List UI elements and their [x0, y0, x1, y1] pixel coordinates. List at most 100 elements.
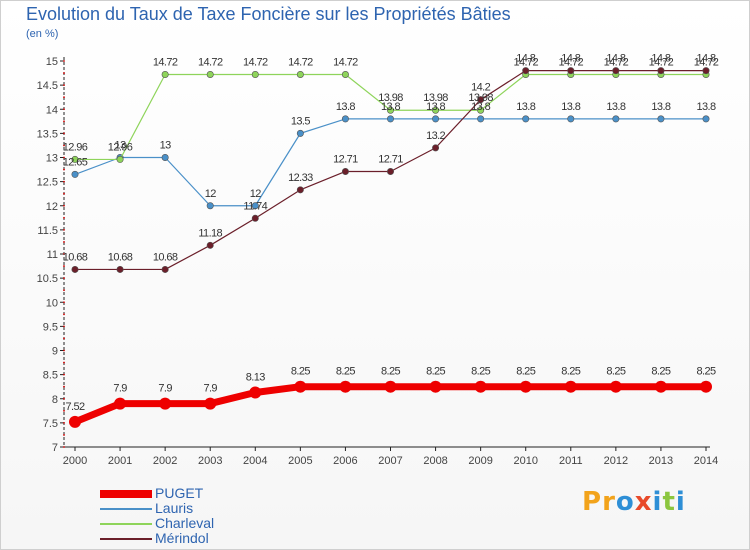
logo-letter: x: [634, 487, 653, 517]
data-label-puget: 8.25: [516, 366, 535, 378]
logo-letter: t: [662, 487, 676, 517]
y-minor-tick: [63, 337, 65, 340]
legend-swatch: [100, 538, 152, 540]
chart-title: Evolution du Taux de Taxe Foncière sur l…: [26, 4, 511, 24]
y-minor-tick: [63, 397, 65, 400]
point-puget: [294, 380, 307, 393]
point-merindol: [251, 214, 259, 222]
y-tick-label: 12: [46, 201, 58, 213]
data-label-puget: 8.25: [291, 366, 310, 378]
data-label-merindol: 12.71: [333, 153, 358, 165]
y-minor-tick: [63, 361, 65, 364]
x-tick-label: 2004: [243, 455, 267, 467]
data-label-puget: 8.13: [246, 371, 265, 383]
data-label-lauris: 13.8: [561, 101, 580, 113]
y-tick-label: 12.5: [37, 177, 58, 189]
point-puget: [159, 397, 172, 410]
y-minor-tick: [63, 446, 65, 448]
y-minor-tick: [63, 434, 65, 436]
y-tick-label: 7: [52, 442, 58, 454]
point-puget: [339, 380, 352, 393]
y-tick-label: 8.5: [43, 370, 58, 382]
y-minor-tick: [63, 192, 65, 195]
data-label-lauris: 13.8: [651, 101, 670, 113]
point-lauris: [432, 115, 440, 123]
point-puget: [69, 415, 81, 428]
logo-letter: r: [602, 487, 616, 517]
data-label-puget: 8.25: [471, 366, 490, 378]
data-label-puget: 7.9: [203, 383, 217, 395]
y-minor-tick: [63, 144, 65, 147]
data-label-charleval: 14.72: [513, 57, 538, 69]
x-tick-label: 2007: [378, 455, 402, 467]
y-minor-tick: [63, 241, 65, 243]
y-tick-label: 13.5: [37, 128, 58, 140]
point-puget: [429, 380, 442, 393]
point-merindol: [206, 241, 214, 249]
point-lauris: [567, 115, 575, 123]
point-lauris: [296, 129, 304, 137]
y-minor-tick: [63, 108, 65, 111]
data-label-charleval: 13.98: [468, 92, 493, 104]
y-minor-tick: [63, 168, 65, 171]
y-minor-tick: [63, 84, 65, 87]
x-tick-label: 2013: [649, 455, 673, 467]
point-lauris: [702, 115, 710, 123]
point-merindol: [477, 96, 485, 104]
data-label-merindol: 10.68: [108, 251, 133, 263]
y-minor-tick: [63, 277, 65, 280]
data-label-merindol: 14.8: [516, 53, 535, 65]
point-lauris: [71, 170, 79, 178]
data-label-puget: 7.52: [65, 401, 84, 413]
point-lauris: [477, 115, 485, 123]
legend-label: Charleval: [155, 515, 215, 531]
y-minor-tick: [63, 120, 65, 123]
point-merindol: [386, 167, 394, 175]
y-minor-tick: [63, 132, 65, 135]
proxiti-logo: Proxiti: [582, 487, 686, 517]
point-charleval: [161, 71, 169, 79]
legend-swatch: [100, 523, 152, 525]
y-minor-tick: [63, 60, 65, 62]
y-unit-label: (en %): [26, 28, 59, 40]
data-label-puget: 8.25: [336, 366, 355, 378]
data-label-lauris: 12.65: [63, 156, 88, 168]
legend-label: Lauris: [155, 500, 194, 516]
point-puget: [609, 380, 622, 393]
x-tick-label: 2006: [333, 455, 357, 467]
y-minor-tick: [63, 385, 65, 388]
data-label-merindol: 10.68: [63, 251, 88, 263]
data-label-lauris: 12: [250, 188, 262, 200]
data-label-lauris: 13.8: [696, 101, 715, 113]
y-tick-label: 14.5: [37, 80, 58, 92]
data-label-charleval: 14.72: [694, 57, 719, 69]
point-charleval: [296, 71, 304, 79]
data-label-lauris: 13.8: [336, 101, 355, 113]
point-lauris: [161, 154, 169, 162]
y-tick-label: 9: [52, 346, 58, 358]
x-tick-label: 2001: [108, 455, 132, 467]
point-merindol: [522, 67, 530, 75]
point-puget: [474, 380, 487, 393]
point-lauris: [612, 115, 620, 123]
x-tick-label: 2014: [694, 455, 718, 467]
y-minor-tick: [63, 265, 65, 267]
data-label-charleval: 14.72: [604, 57, 629, 69]
data-label-merindol: 12.71: [378, 153, 403, 165]
data-label-charleval: 14.72: [649, 57, 674, 69]
y-minor-tick: [63, 409, 65, 412]
point-lauris: [206, 202, 214, 210]
data-label-lauris: 13.5: [291, 115, 310, 127]
data-label-lauris: 12: [205, 188, 217, 200]
data-label-charleval: 14.72: [153, 57, 178, 69]
point-merindol: [432, 144, 440, 152]
logo-letter: i: [652, 487, 663, 517]
data-label-lauris: 13: [115, 140, 127, 152]
y-minor-tick: [63, 216, 65, 219]
point-charleval: [432, 106, 440, 114]
data-label-charleval: 14.72: [288, 57, 313, 69]
x-tick-label: 2005: [288, 455, 312, 467]
y-minor-tick: [63, 253, 65, 255]
